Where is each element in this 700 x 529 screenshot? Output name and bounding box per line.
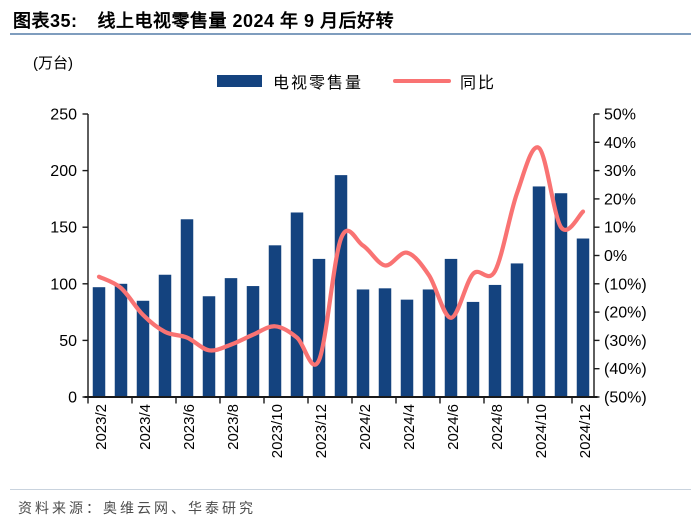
- x-axis-label-2024/12: 2024/12: [577, 404, 594, 458]
- right-axis-tick-label: 10%: [604, 220, 636, 237]
- source-note: 资料来源：奥维云网、华泰研究: [18, 500, 256, 516]
- bar-2024/2: [356, 289, 370, 397]
- x-axis-label-2024/2: 2024/2: [357, 404, 374, 450]
- figure-header: 图表35: 线上电视零售量 2024 年 9 月后好转: [13, 7, 693, 33]
- legend-line-swatch: [393, 79, 452, 83]
- x-axis-label-2024/6: 2024/6: [445, 404, 462, 450]
- legend-line-label: 同比: [460, 75, 497, 92]
- bar-2023/8: [224, 278, 238, 397]
- right-axis-tick-label: (40%): [604, 361, 647, 378]
- right-axis-tick-label: (10%): [604, 276, 647, 293]
- x-axis-label-2023/8: 2023/8: [225, 404, 242, 450]
- bar-2023/6: [180, 219, 194, 397]
- bar-2024/10: [532, 186, 546, 397]
- left-axis-tick-label: 0: [68, 390, 77, 407]
- bar-2023/9: [246, 286, 260, 397]
- bar-2023/2: [92, 287, 106, 397]
- bar-2024/1: [334, 175, 348, 397]
- title-rule: [10, 33, 691, 35]
- left-axis-tick-label: 200: [50, 163, 77, 180]
- x-axis-label-2023/6: 2023/6: [181, 404, 198, 450]
- right-axis-tick-label: 0%: [604, 248, 627, 265]
- bar-2024/3: [378, 288, 392, 397]
- x-axis-label-2024/10: 2024/10: [533, 404, 550, 458]
- bar-2023/12: [312, 258, 326, 397]
- x-axis-label-2023/12: 2023/12: [313, 404, 330, 458]
- right-axis-tick-label: 30%: [604, 163, 636, 180]
- bar-2023/11: [290, 212, 304, 397]
- bar-2024/7: [466, 301, 480, 397]
- bar-2023/4: [136, 300, 150, 397]
- right-axis-tick-label: (50%): [604, 390, 647, 407]
- x-axis-label-2024/4: 2024/4: [401, 404, 418, 450]
- right-axis-tick-label: 20%: [604, 191, 636, 208]
- right-axis-tick-label: 40%: [604, 135, 636, 152]
- bar-2024/4: [400, 299, 414, 397]
- bar-2023/5: [158, 274, 172, 397]
- footer-rule: [10, 489, 691, 490]
- left-axis-unit-label: (万台): [33, 55, 73, 72]
- bar-2023/10: [268, 245, 282, 397]
- legend-bar-label: 电视零售量: [273, 75, 364, 92]
- right-axis-tick-label: (20%): [604, 305, 647, 322]
- chart-legend: 电视零售量 同比: [217, 71, 497, 92]
- bar-2023/3: [114, 283, 128, 397]
- bar-2024/5: [422, 289, 436, 397]
- x-axis-label-2023/10: 2023/10: [269, 404, 286, 458]
- x-axis-label-2024/8: 2024/8: [489, 404, 506, 450]
- legend-bar-swatch: [217, 75, 262, 87]
- right-axis-tick-label: 50%: [604, 107, 636, 124]
- x-axis-label-2023/4: 2023/4: [137, 404, 154, 450]
- left-axis-tick-label: 250: [50, 107, 77, 124]
- figure-label: 图表35:: [13, 11, 78, 31]
- bar-2024/9: [510, 263, 524, 397]
- x-axis-label-2023/2: 2023/2: [93, 404, 110, 450]
- left-axis-tick-label: 50: [59, 333, 77, 350]
- bar-2024/8: [488, 284, 502, 397]
- bar-2024/11: [554, 193, 568, 397]
- bar-2024/6: [444, 258, 458, 397]
- bar-2023/7: [202, 296, 216, 397]
- bar-2024/12: [576, 238, 590, 397]
- left-axis-tick-label: 150: [50, 220, 77, 237]
- yoy-line: [96, 145, 586, 367]
- right-axis-tick-label: (30%): [604, 333, 647, 350]
- left-axis-tick-label: 100: [50, 276, 77, 293]
- figure-title: 线上电视零售量 2024 年 9 月后好转: [97, 11, 395, 31]
